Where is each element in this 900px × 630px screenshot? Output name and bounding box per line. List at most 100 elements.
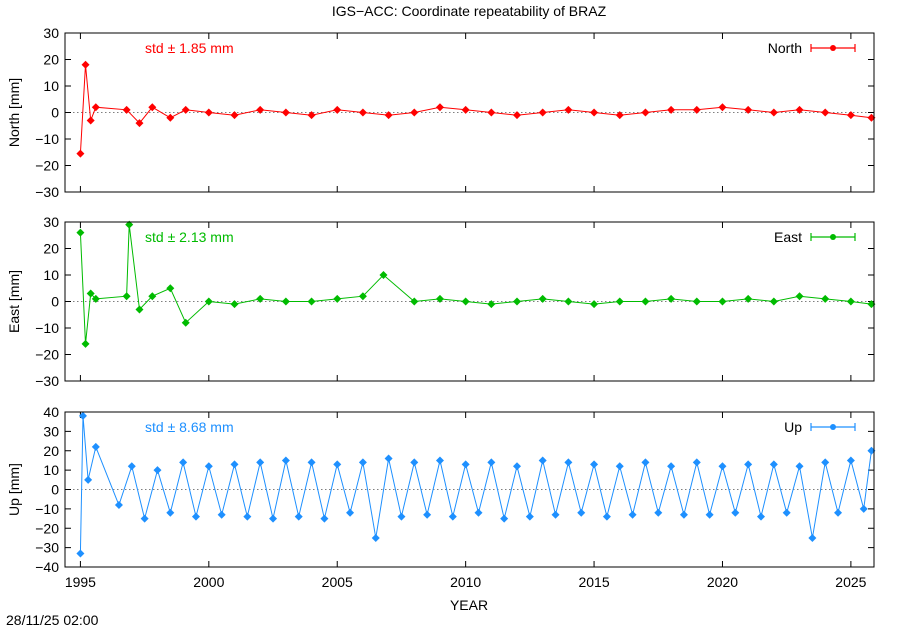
data-point xyxy=(602,512,611,521)
data-point xyxy=(718,462,727,471)
data-point xyxy=(333,460,342,469)
data-point xyxy=(590,460,599,469)
data-point xyxy=(692,105,701,114)
data-point xyxy=(384,111,393,120)
data-point xyxy=(487,458,496,467)
y-axis-label-east: East [mm] xyxy=(6,270,22,333)
data-point xyxy=(153,466,162,475)
legend-marker xyxy=(830,424,836,430)
data-point xyxy=(564,458,573,467)
data-point xyxy=(125,220,134,229)
data-point xyxy=(135,305,144,314)
y-tick-label: 30 xyxy=(43,25,59,41)
y-tick-label: −20 xyxy=(35,520,59,536)
data-point xyxy=(346,508,355,517)
data-point xyxy=(461,105,470,114)
data-point xyxy=(795,462,804,471)
data-point xyxy=(122,292,131,301)
x-tick-label: 1995 xyxy=(65,574,96,590)
data-point xyxy=(615,111,624,120)
data-point xyxy=(423,510,432,519)
data-point xyxy=(256,105,265,114)
data-point xyxy=(217,510,226,519)
data-point xyxy=(474,508,483,517)
plot-frame xyxy=(64,411,875,568)
x-tick-label: 2000 xyxy=(193,574,224,590)
y-tick-label: 20 xyxy=(43,52,59,68)
y-tick-label: 10 xyxy=(43,78,59,94)
data-point xyxy=(679,510,688,519)
data-point xyxy=(281,297,290,306)
data-point xyxy=(140,514,149,523)
data-point xyxy=(821,294,830,303)
data-point xyxy=(410,458,419,467)
data-point xyxy=(538,108,547,117)
data-point xyxy=(795,292,804,301)
data-point xyxy=(500,514,509,523)
data-point xyxy=(867,300,876,309)
data-point xyxy=(551,510,560,519)
data-point xyxy=(78,411,87,420)
data-point xyxy=(834,508,843,517)
data-point xyxy=(782,508,791,517)
data-point xyxy=(122,105,131,114)
panel-north: −30 −20 −10 0 10 20 30 std ± 1.85 mm North North … xyxy=(6,25,876,200)
data-point xyxy=(230,300,239,309)
data-point xyxy=(821,458,830,467)
y-tick-label: 30 xyxy=(43,423,59,439)
y-tick-label: 20 xyxy=(43,241,59,257)
data-point xyxy=(230,460,239,469)
y-tick-label: 30 xyxy=(43,214,59,230)
data-point xyxy=(410,297,419,306)
data-point xyxy=(769,108,778,117)
series-line-up xyxy=(79,415,872,554)
panel-up: −40 −30 −20 −10 0 10 20 30 40 std ± 8.68 mm Up Up [… xyxy=(6,404,876,590)
data-point xyxy=(84,475,93,484)
data-point xyxy=(181,105,190,114)
data-point xyxy=(166,284,175,293)
data-point xyxy=(135,119,144,128)
data-point xyxy=(435,294,444,303)
y-tick-label: −30 xyxy=(35,373,59,389)
std-label-north: std ± 1.85 mm xyxy=(145,40,234,56)
data-point xyxy=(320,514,329,523)
data-point xyxy=(795,105,804,114)
data-point xyxy=(281,456,290,465)
x-axis-label: YEAR xyxy=(450,597,488,613)
y-tick-label: 10 xyxy=(43,267,59,283)
data-point xyxy=(564,105,573,114)
data-point xyxy=(410,108,419,117)
data-point xyxy=(91,294,100,303)
data-point xyxy=(692,458,701,467)
y-tick-label: 0 xyxy=(51,105,59,121)
chart-title: IGS−ACC: Coordinate repeatability of BRA… xyxy=(332,3,607,19)
data-point xyxy=(628,510,637,519)
data-point xyxy=(744,460,753,469)
data-point xyxy=(769,297,778,306)
data-point xyxy=(564,297,573,306)
y-tick-label: 0 xyxy=(51,294,59,310)
y-tick-label: −20 xyxy=(35,347,59,363)
data-point xyxy=(461,297,470,306)
data-point xyxy=(846,111,855,120)
x-tick-label: 2010 xyxy=(450,574,481,590)
data-point xyxy=(76,228,85,237)
x-tick-label: 2020 xyxy=(707,574,738,590)
data-point xyxy=(667,294,676,303)
y-tick-label: −10 xyxy=(35,501,59,517)
data-point xyxy=(513,462,522,471)
data-point xyxy=(307,111,316,120)
std-label-east: std ± 2.13 mm xyxy=(145,229,234,245)
panel-east: −30 −20 −10 0 10 20 30 std ± 2.13 mm East East [m… xyxy=(6,214,876,389)
data-point xyxy=(179,458,188,467)
data-point xyxy=(448,512,457,521)
data-point xyxy=(76,549,85,558)
y-tick-label: 20 xyxy=(43,443,59,459)
data-point xyxy=(307,458,316,467)
legend-label-up: Up xyxy=(784,419,802,435)
data-point xyxy=(127,462,136,471)
y-tick-label: −10 xyxy=(35,320,59,336)
data-point xyxy=(577,508,586,517)
data-point xyxy=(191,512,200,521)
